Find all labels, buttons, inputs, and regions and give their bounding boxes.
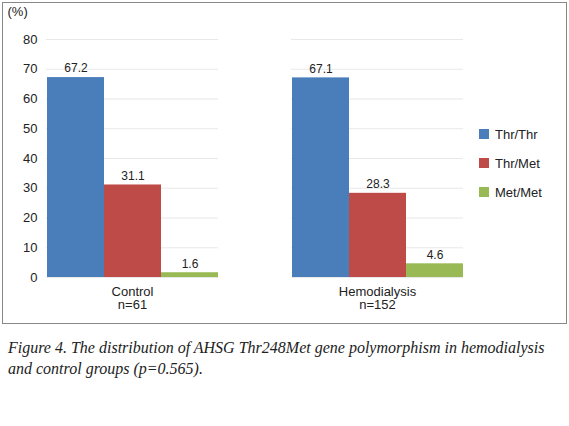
html-text:Figure 4. The distribution of: Figure 4. The distribution of AHSG Thr24…	[8, 339, 545, 377]
svg-text:(%): (%)	[8, 4, 28, 19]
svg-text:Hemodialysisn=152: Hemodialysisn=152	[339, 284, 417, 312]
html-text:Thr/Met: Thr/Met	[495, 155, 540, 171]
svg-text:60: 60	[23, 91, 37, 106]
svg-text:28.3: 28.3	[366, 177, 390, 191]
svg-text:30: 30	[23, 180, 37, 195]
svg-text:Controln=61: Controln=61	[112, 284, 154, 312]
svg-text:67.1: 67.1	[309, 62, 333, 76]
svg-text:10: 10	[23, 240, 37, 255]
svg-text:40: 40	[23, 151, 37, 166]
html-text:Thr/Thr: Thr/Thr	[495, 126, 538, 142]
svg-text:0: 0	[30, 270, 37, 285]
svg-text:50: 50	[23, 121, 37, 136]
svg-text:20: 20	[23, 210, 37, 225]
svg-text:80: 80	[23, 32, 37, 47]
svg-text:1.6: 1.6	[182, 257, 199, 271]
svg-text:31.1: 31.1	[121, 169, 145, 183]
html-text:Met/Met: Met/Met	[495, 184, 542, 200]
svg-text:67.2: 67.2	[64, 61, 88, 75]
svg-text:70: 70	[23, 61, 37, 76]
svg-text:4.6: 4.6	[427, 248, 444, 262]
